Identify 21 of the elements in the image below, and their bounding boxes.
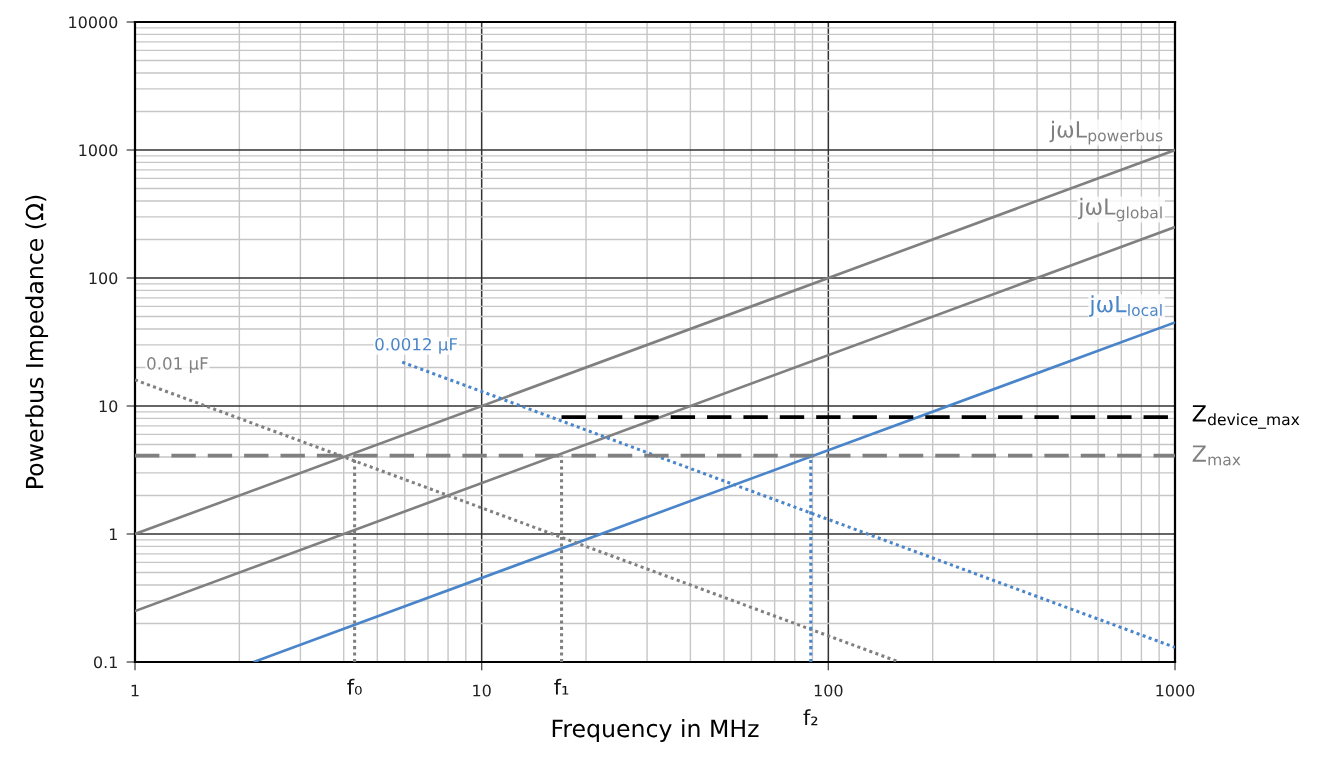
x-tick-label: 1 [131,684,139,697]
series-label: jωL$_{local}$ [1089,295,1162,317]
x-tick-label: 100 [814,684,843,697]
x-tick-label: 1000 [1156,684,1195,697]
y-tick-label: 10 [99,400,118,413]
x-axis-title: Frequency in MHz [552,719,759,742]
y-tick-label: 10000 [69,16,118,29]
y-tick-label: 0.1 [93,656,117,669]
y-axis-title: Powerbus Impedance (Ω) [25,195,49,488]
y-tick-label: 1000 [79,144,118,157]
annotation: f₁ [554,678,569,695]
x-tick-label: 10 [473,684,491,697]
series-label: Z$_{max}$ [1192,445,1241,466]
series-label: jωL$_{powerbus}$ [1049,120,1163,145]
y-tick-label: 100 [89,272,118,285]
series-label: 0.0012 μF [375,338,458,354]
series-label: 0.01 μF [147,357,208,373]
series-label: jωL$_{global}$ [1077,197,1162,222]
annotation: f₂ [803,709,818,726]
annotation: f₀ [347,678,362,695]
y-tick-label: 1 [109,528,117,541]
